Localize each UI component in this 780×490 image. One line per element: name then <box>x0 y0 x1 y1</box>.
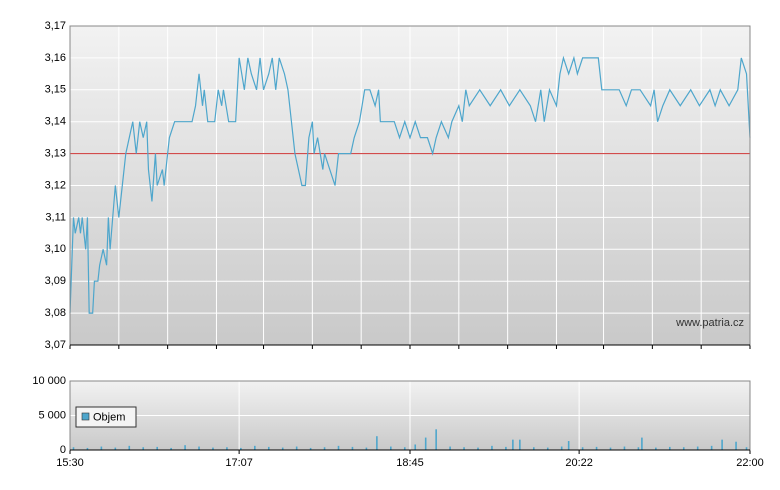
volume-bar <box>198 446 200 450</box>
legend-swatch <box>81 412 90 421</box>
volume-bar <box>128 445 131 450</box>
x-tick-label: 17:07 <box>225 457 253 469</box>
x-tick-label: 15:30 <box>56 457 84 469</box>
volume-bar <box>477 447 479 450</box>
volume-bar <box>390 446 392 450</box>
volume-bar <box>351 446 354 450</box>
volume-bar <box>463 447 465 450</box>
y-tick-label: 0 <box>60 444 66 456</box>
y-tick-label: 3,14 <box>45 116 66 128</box>
volume-bar <box>637 447 640 450</box>
volume-bar <box>655 447 657 450</box>
volume-bar <box>254 445 256 450</box>
legend-label: Objem <box>93 411 125 423</box>
volume-bar <box>581 447 584 450</box>
y-tick-label: 3,16 <box>45 52 66 64</box>
volume-bar <box>226 447 228 450</box>
volume-bar <box>295 446 298 450</box>
volume-bar <box>567 441 570 450</box>
volume-bar <box>560 446 563 450</box>
volume-bar <box>142 447 145 450</box>
y-tick-label: 3,15 <box>45 84 66 96</box>
volume-bar <box>72 447 75 450</box>
volume-bar <box>240 447 242 450</box>
volume-bar <box>365 447 368 450</box>
volume-bar <box>86 447 89 450</box>
volume-bar <box>609 447 612 450</box>
volume-bar <box>505 446 507 450</box>
volume-bar <box>721 439 723 450</box>
y-tick-label: 3,13 <box>45 148 66 160</box>
volume-bar <box>414 444 417 450</box>
x-tick-label: 18:45 <box>396 457 424 469</box>
volume-bar <box>595 446 598 450</box>
volume-bar <box>519 439 521 450</box>
y-tick-label: 3,12 <box>45 179 66 191</box>
y-tick-label: 3,17 <box>45 20 66 32</box>
volume-bar <box>376 436 378 450</box>
volume-bar <box>735 441 737 450</box>
x-tick-label: 20:22 <box>565 457 593 469</box>
y-tick-label: 3,11 <box>45 211 66 223</box>
price-line <box>69 55 751 314</box>
y-tick-label: 3,09 <box>45 275 66 287</box>
volume-bar <box>641 437 643 450</box>
volume-bar <box>623 446 626 450</box>
volume-bar <box>281 447 284 450</box>
volume-bar <box>512 439 514 450</box>
volume-bar <box>403 447 406 450</box>
volume-bar <box>309 447 312 450</box>
volume-bar <box>449 446 451 450</box>
volume-bar <box>745 447 748 450</box>
legend-box <box>75 406 137 428</box>
y-tick-label: 5 000 <box>38 409 66 421</box>
volume-bar <box>682 447 685 450</box>
volume-bar <box>546 447 549 450</box>
volume-bar <box>696 446 699 450</box>
volume-bar <box>267 446 270 450</box>
volume-bar <box>212 447 214 450</box>
volume-bar <box>114 447 117 450</box>
y-tick-label: 3,07 <box>45 339 66 351</box>
volume-bar <box>156 446 158 450</box>
volume-bar <box>100 446 103 450</box>
y-tick-label: 10 000 <box>32 375 66 387</box>
y-tick-label: 3,08 <box>45 307 66 319</box>
watermark: www.patria.cz <box>675 317 744 329</box>
volume-bar <box>424 437 427 450</box>
volume-bar <box>184 445 186 450</box>
x-tick-label: 22:00 <box>736 457 764 469</box>
volume-bar <box>170 447 172 450</box>
volume-bar <box>710 445 713 450</box>
volume-bar <box>435 429 437 450</box>
volume-bar <box>337 445 340 450</box>
volume-bar <box>532 447 535 450</box>
y-tick-label: 3,10 <box>45 243 66 255</box>
volume-bar <box>668 446 671 450</box>
volume-bar <box>323 447 326 450</box>
volume-bar <box>491 445 493 450</box>
